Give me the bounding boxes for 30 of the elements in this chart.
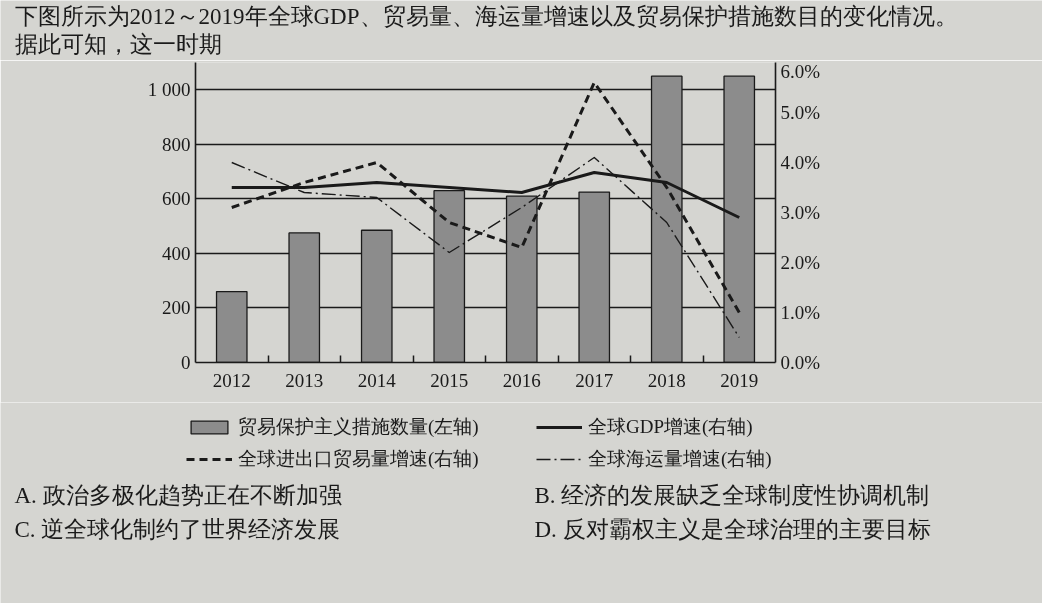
legend-label: 全球进出口贸易量增速(右轴) xyxy=(238,447,479,471)
x-tick-label: 2013 xyxy=(285,369,324,391)
x-tick-label: 2015 xyxy=(430,369,469,391)
x-tick-label: 2018 xyxy=(647,369,686,391)
legend-label: 全球海运量增速(右轴) xyxy=(588,447,772,471)
x-tick-label: 2012 xyxy=(212,369,251,391)
y2-tick-label: 0.0% xyxy=(780,352,821,373)
y2-tick-label: 4.0% xyxy=(780,152,821,173)
y2-tick-label: 1.0% xyxy=(780,302,821,323)
x-tick-label: 2019 xyxy=(720,369,759,391)
y-tick-label: 200 xyxy=(162,297,191,319)
y-tick-label: 1 000 xyxy=(147,79,191,101)
text: C. 逆全球化制约了世界经济发展 xyxy=(14,516,341,542)
x-tick-label: 2014 xyxy=(357,369,397,391)
text: B. 经济的发展缺乏全球制度性协调机制 xyxy=(534,482,930,508)
legend-label: 贸易保护主义措施数量(左轴) xyxy=(238,415,479,439)
y2-tick-label: 3.0% xyxy=(780,202,821,223)
y2-tick-label: 6.0% xyxy=(780,60,821,82)
y-tick-label: 600 xyxy=(162,188,191,210)
legend-label: 全球GDP增速(右轴) xyxy=(588,415,753,439)
y2-tick-label: 5.0% xyxy=(780,102,821,123)
x-tick-label: 2016 xyxy=(502,369,541,391)
y-tick-label: 800 xyxy=(162,133,191,155)
y-tick-label: 400 xyxy=(162,242,191,264)
chart-title: 下图所示为2012～2019年全球GDP、贸易量、海运量增速以及贸易保护措施数目的变化情况。据此可知，这一时期 xyxy=(14,3,958,57)
y2-tick-label: 2.0% xyxy=(780,252,821,273)
x-tick-label: 2017 xyxy=(575,369,614,391)
text: D. 反对霸权主义是全球治理的主要目标 xyxy=(534,516,931,542)
y-tick-label: 0 xyxy=(181,352,191,373)
text: A. 政治多极化趋势正在不断加强 xyxy=(14,482,342,508)
